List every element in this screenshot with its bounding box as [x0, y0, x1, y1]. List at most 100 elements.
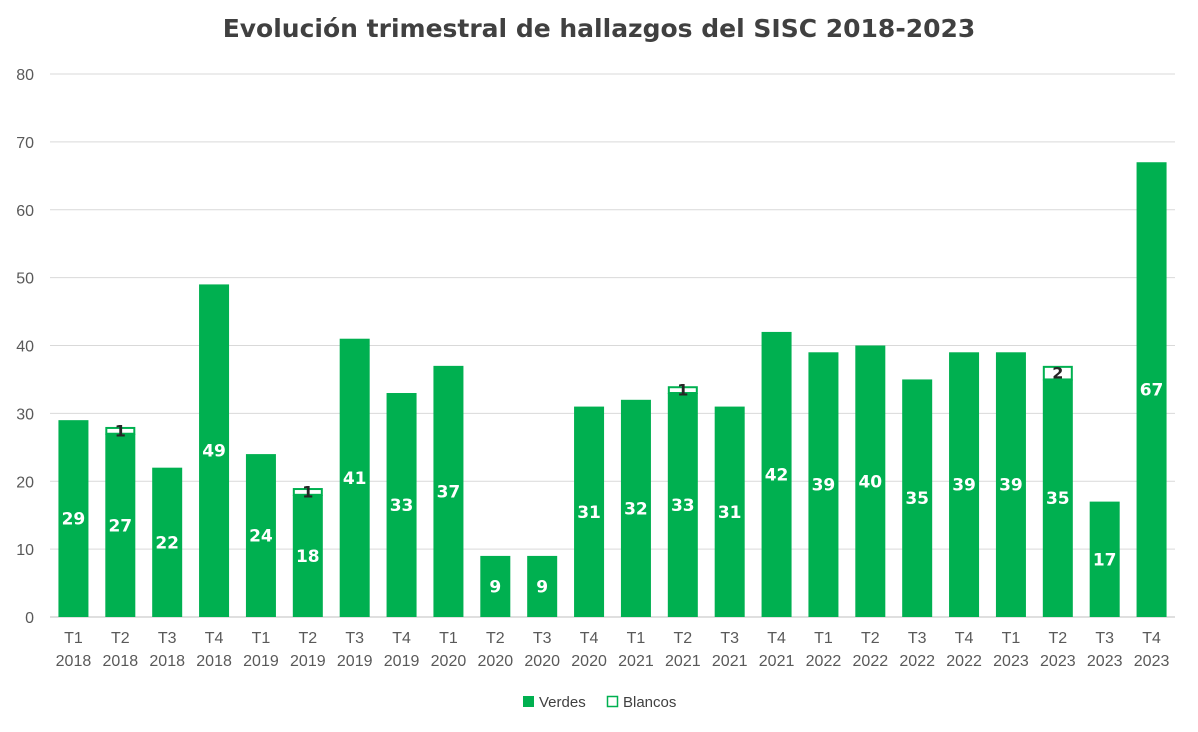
bar-verdes	[480, 555, 511, 617]
bar-verdes	[902, 379, 933, 617]
x-tick-label-year: 2019	[337, 653, 373, 670]
bar-verdes	[152, 467, 183, 617]
y-tick-label: 30	[16, 406, 34, 423]
bar-verdes	[386, 393, 417, 617]
x-tick-label-year: 2018	[56, 653, 92, 670]
chart-title: Evolución trimestral de hallazgos del SI…	[222, 14, 976, 43]
bar-verdes	[574, 406, 605, 617]
x-tick-label-quarter: T1	[814, 630, 833, 647]
y-tick-label: 20	[16, 474, 34, 491]
y-tick-label: 10	[16, 542, 34, 559]
x-tick-label-year: 2020	[524, 653, 560, 670]
data-label-verdes: 67	[1140, 381, 1164, 401]
bar-verdes	[855, 345, 886, 617]
data-label-verdes: 39	[812, 476, 836, 496]
data-label-verdes: 32	[624, 499, 648, 519]
bar-verdes	[527, 555, 558, 617]
data-label-blancos: 1	[115, 421, 126, 440]
y-tick-label: 80	[16, 67, 34, 84]
bars: 29 27 1 22 49 24 18 1 41 33 37 9 9 31 32 33 1 31 42 39 40 35 3…	[58, 162, 1167, 618]
data-label-verdes: 39	[952, 476, 976, 496]
data-label-verdes: 17	[1093, 550, 1117, 570]
bar-verdes	[620, 399, 651, 617]
legend: Verdes Blancos	[523, 694, 676, 711]
y-axis-ticks: 0 10 20 30 40 50 60 70 80	[16, 67, 34, 627]
x-tick-label-year: 2023	[993, 653, 1029, 670]
bar-blancos	[1042, 365, 1073, 381]
x-tick-label-quarter: T3	[158, 630, 177, 647]
data-label-verdes: 35	[905, 489, 929, 509]
data-label-verdes: 24	[249, 527, 273, 547]
data-label-verdes: 33	[390, 496, 414, 516]
data-label-verdes: 33	[671, 496, 695, 516]
x-tick-label-year: 2022	[946, 653, 982, 670]
data-label-verdes: 49	[202, 442, 226, 462]
data-label-verdes: 9	[489, 577, 501, 597]
bar-verdes	[58, 420, 89, 617]
x-tick-label-year: 2022	[806, 653, 842, 670]
x-axis-ticks: T1 2018 T2 2018 T3 2018 T4 2018 T1 2019 T2 2019 T3 20…	[56, 630, 1170, 670]
x-tick-label-year: 2023	[1040, 653, 1076, 670]
data-label-verdes: 42	[765, 465, 789, 485]
x-tick-label-quarter: T3	[345, 630, 364, 647]
x-tick-label-year: 2018	[196, 653, 232, 670]
x-tick-label-quarter: T4	[392, 630, 411, 647]
x-tick-label-quarter: T2	[486, 630, 505, 647]
x-tick-label-quarter: T2	[673, 630, 692, 647]
y-tick-label: 70	[16, 135, 34, 152]
x-tick-label-quarter: T2	[298, 630, 317, 647]
x-tick-label-quarter: T4	[205, 630, 224, 647]
x-tick-label-quarter: T3	[908, 630, 927, 647]
gridlines	[50, 73, 1175, 618]
x-tick-label-year: 2022	[853, 653, 889, 670]
y-tick-label: 0	[25, 610, 34, 627]
x-tick-label-quarter: T1	[439, 630, 458, 647]
data-label-blancos: 1	[302, 482, 313, 501]
bar-verdes	[995, 352, 1026, 617]
bar-verdes	[1042, 379, 1073, 617]
x-tick-label-year: 2021	[665, 653, 701, 670]
data-label-verdes: 37	[437, 482, 461, 502]
bar-verdes	[339, 338, 370, 617]
data-label-verdes: 9	[536, 577, 548, 597]
legend-label-verdes: Verdes	[539, 694, 586, 711]
data-label-verdes: 41	[343, 469, 367, 489]
data-label-verdes: 35	[1046, 489, 1070, 509]
x-tick-label-quarter: T4	[955, 630, 974, 647]
data-label-verdes: 39	[999, 476, 1023, 496]
data-label-verdes: 27	[108, 516, 132, 536]
x-tick-label-quarter: T4	[1142, 630, 1161, 647]
x-tick-label-year: 2020	[431, 653, 467, 670]
bar-blancos	[292, 488, 323, 496]
x-tick-label-year: 2018	[149, 653, 185, 670]
data-label-blancos: 2	[1052, 364, 1063, 383]
y-tick-label: 50	[16, 271, 34, 288]
bar-verdes	[1136, 162, 1167, 618]
data-label-verdes: 40	[858, 472, 882, 492]
x-tick-label-quarter: T3	[1095, 630, 1114, 647]
x-tick-label-year: 2021	[712, 653, 748, 670]
data-label-verdes: 31	[577, 503, 601, 523]
x-tick-label-year: 2019	[384, 653, 420, 670]
x-tick-label-quarter: T2	[111, 630, 130, 647]
x-tick-label-year: 2023	[1087, 653, 1123, 670]
x-tick-label-year: 2022	[899, 653, 935, 670]
legend-swatch-verdes	[523, 696, 534, 707]
x-tick-label-quarter: T1	[1002, 630, 1021, 647]
x-tick-label-year: 2023	[1134, 653, 1170, 670]
y-tick-label: 60	[16, 203, 34, 220]
bar-verdes	[433, 365, 464, 617]
x-tick-label-year: 2018	[103, 653, 139, 670]
data-label-verdes: 29	[62, 510, 86, 530]
data-label-blancos: 1	[677, 381, 688, 400]
x-tick-label-year: 2021	[618, 653, 654, 670]
data-label-verdes: 31	[718, 503, 742, 523]
bar-verdes	[105, 433, 136, 617]
x-tick-label-quarter: T4	[767, 630, 786, 647]
bar-verdes	[199, 284, 230, 617]
bar-verdes	[292, 494, 323, 617]
x-tick-label-year: 2019	[290, 653, 326, 670]
x-tick-label-year: 2019	[243, 653, 279, 670]
x-tick-label-quarter: T1	[627, 630, 646, 647]
